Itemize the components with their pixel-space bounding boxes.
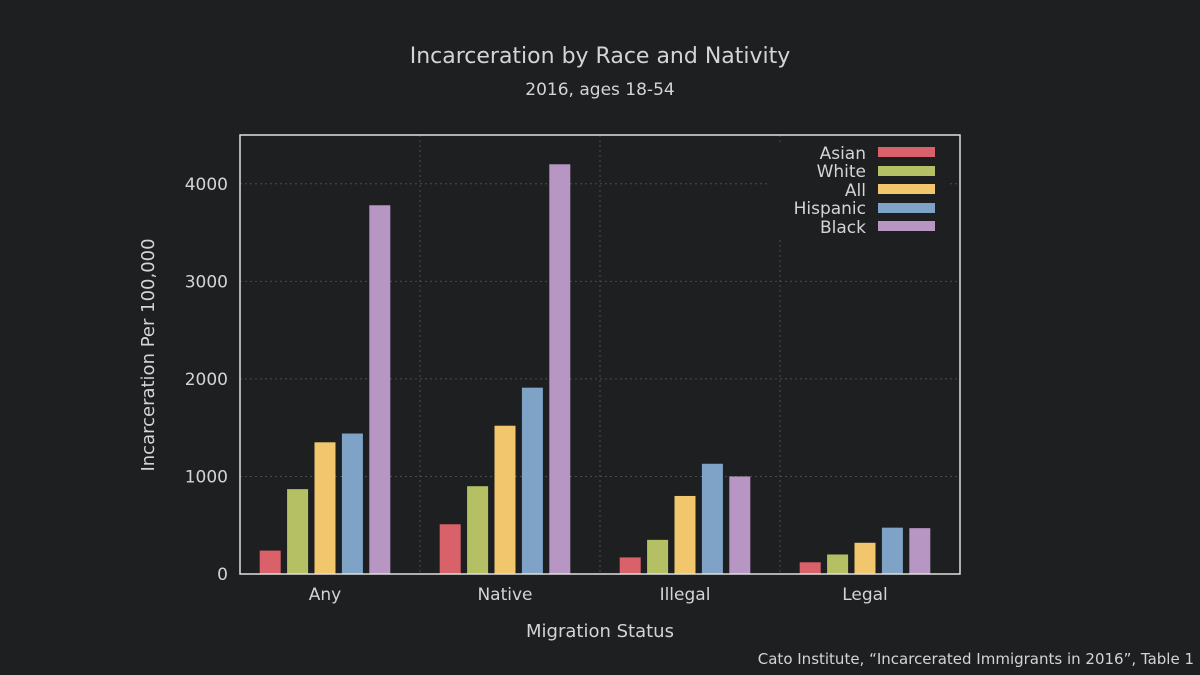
x-axis-label: Migration Status [526,621,674,642]
legend-swatch-all [878,184,935,194]
legend-label-hispanic: Hispanic [794,199,866,219]
plot-frame [239,134,961,575]
x-tick-label-illegal: Illegal [660,585,711,605]
y-axis-ticks: 0 1000 2000 3000 4000 [185,175,228,585]
y-tick-label-4000: 4000 [185,175,228,195]
bar-legal-white [827,554,849,574]
bar-legal-asian [799,562,821,574]
bars [259,164,931,575]
bar-illegal-black [729,476,751,574]
y-tick-label-3000: 3000 [185,272,228,292]
bar-illegal-white [647,539,669,574]
legend-swatch-white [878,166,935,176]
legend-label-asian: Asian [820,144,866,164]
legend-swatch-black [878,221,935,231]
bar-any-black [369,205,391,575]
bar-illegal-all [674,495,696,574]
bar-native-white [467,486,489,574]
bar-native-asian [439,524,461,574]
legend-swatch-asian [878,147,935,157]
y-tick-label-1000: 1000 [185,467,228,487]
x-tick-label-any: Any [309,585,341,605]
bar-native-all [494,425,516,574]
bar-native-hispanic [521,387,543,574]
bar-legal-all [854,542,876,574]
y-tick-label-2000: 2000 [185,370,228,390]
legend-label-white: White [817,162,866,182]
bar-illegal-asian [619,557,641,574]
bar-legal-black [909,528,931,574]
x-tick-label-legal: Legal [842,585,888,605]
chart-title: Incarceration by Race and Nativity [410,44,791,69]
y-tick-label-0: 0 [217,565,228,585]
y-axis-label: Incarceration Per 100,000 [138,238,159,471]
bar-any-hispanic [341,433,363,574]
x-axis-ticks: Any Native Illegal Legal [309,585,888,605]
source-note: Cato Institute, “Incarcerated Immigrants… [758,650,1194,668]
bar-native-black [549,164,571,574]
legend: Asian White All Hispanic Black [770,142,950,238]
x-tick-label-native: Native [477,585,532,605]
bar-any-all [314,442,336,574]
legend-label-black: Black [820,218,866,238]
bar-illegal-hispanic [701,463,723,574]
legend-swatch-hispanic [878,203,935,213]
bar-any-white [287,489,309,574]
legend-label-all: All [845,181,866,201]
chart-subtitle: 2016, ages 18-54 [525,80,674,100]
bar-legal-hispanic [881,527,903,574]
bar-any-asian [259,550,281,574]
